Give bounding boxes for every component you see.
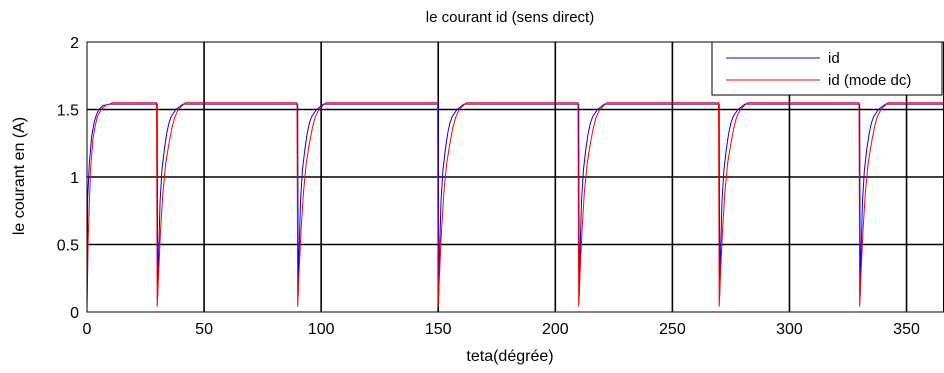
y-tick-label: 1 [70, 170, 79, 187]
x-tick-label: 50 [195, 321, 213, 338]
y-tick-label: 1.5 [57, 103, 79, 120]
x-tick-label: 100 [308, 321, 335, 338]
legend-label-id: id [828, 50, 840, 67]
tick-labels: 0 50 100 150 200 250 300 350 0 0.5 1 1.5 2 [57, 35, 920, 338]
x-tick-label: 350 [893, 321, 920, 338]
legend-label-id-mode-dc: id (mode dc) [828, 72, 911, 89]
y-tick-label: 2 [70, 35, 79, 52]
series-lines [86, 102, 944, 310]
legend: id id (mode dc) [711, 41, 943, 96]
x-tick-label: 300 [776, 321, 803, 338]
x-tick-label: 250 [659, 321, 686, 338]
chart-title: le courant id (sens direct) [426, 9, 594, 26]
x-tick-label: 0 [83, 321, 92, 338]
y-axis-label: le courant en (A) [11, 117, 28, 235]
series-line-id [86, 103, 944, 304]
legend-box [711, 41, 943, 96]
x-axis-label: teta(dégrée) [466, 348, 553, 365]
x-tick-label: 150 [425, 321, 452, 338]
y-tick-label: 0 [70, 305, 79, 322]
y-tick-label: 0.5 [57, 238, 79, 255]
series-line-id-mode-dc [86, 102, 944, 310]
x-tick-label: 200 [542, 321, 569, 338]
